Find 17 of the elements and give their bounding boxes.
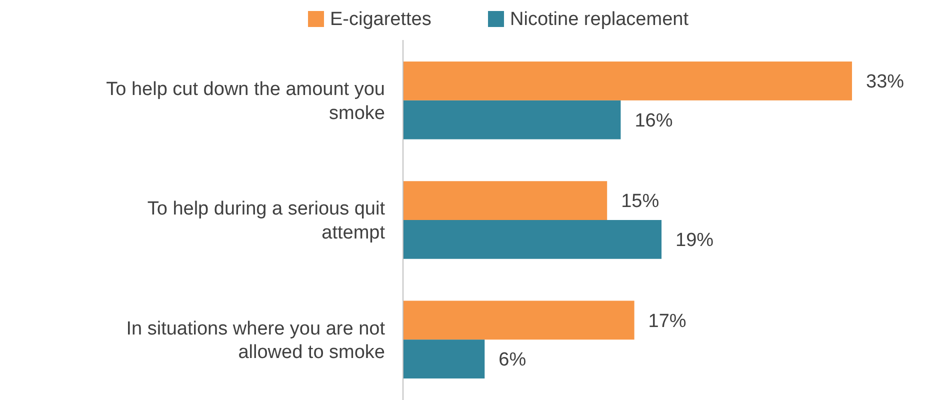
- bar: [403, 62, 852, 100]
- legend-label: E-cigarettes: [330, 9, 432, 30]
- data-label: 19%: [676, 230, 714, 252]
- y-tick-label: To help cut down the amount you smoke: [106, 79, 385, 124]
- y-tick-label: In situations where you are not allowed to smoke: [126, 318, 386, 363]
- bar: [403, 300, 634, 340]
- y-tick-label: To help during a serious quit attempt: [147, 198, 386, 244]
- bar: [403, 340, 485, 378]
- bar: [403, 220, 662, 259]
- data-label: 6%: [498, 350, 526, 371]
- data-label: 15%: [621, 191, 660, 212]
- data-label: 17%: [648, 310, 686, 332]
- bar: [403, 181, 608, 220]
- data-label: 33%: [866, 72, 904, 93]
- bar: [403, 100, 621, 140]
- legend-label: Nicotine replacement: [510, 9, 690, 30]
- data-label: 16%: [634, 110, 673, 132]
